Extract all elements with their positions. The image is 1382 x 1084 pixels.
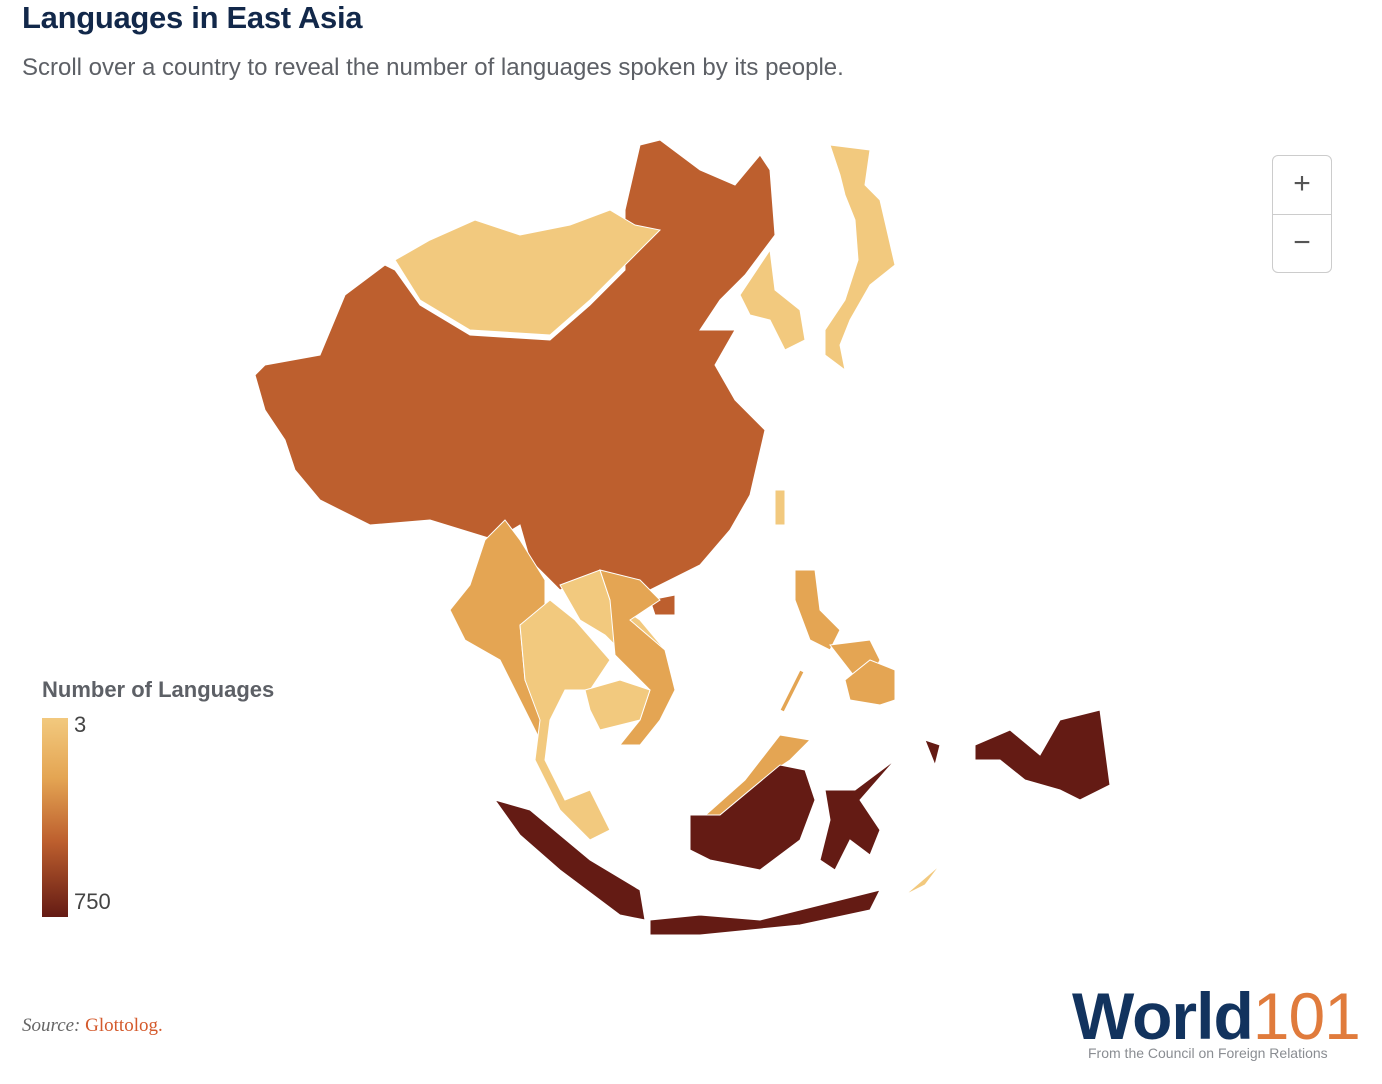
china[interactable] bbox=[254, 139, 776, 591]
mongolia[interactable] bbox=[394, 209, 662, 336]
logo-tagline: From the Council on Foreign Relations bbox=[1088, 1045, 1328, 1061]
zoom-in[interactable]: + bbox=[1293, 167, 1311, 200]
cambodia[interactable] bbox=[584, 679, 651, 731]
subtitle: Scroll over a country to reveal the numb… bbox=[22, 54, 844, 81]
indonesia[interactable] bbox=[924, 739, 941, 767]
indonesia[interactable] bbox=[974, 709, 1111, 801]
philippines[interactable] bbox=[779, 669, 805, 713]
title: Languages in East Asia bbox=[22, 0, 363, 35]
logo-word: World bbox=[1072, 979, 1254, 1053]
vietnam[interactable] bbox=[599, 569, 676, 746]
indonesia[interactable] bbox=[493, 799, 646, 921]
philippines[interactable] bbox=[844, 659, 896, 706]
indonesia[interactable] bbox=[689, 764, 816, 871]
korea[interactable] bbox=[739, 248, 806, 351]
source-link[interactable]: Glottolog. bbox=[85, 1015, 163, 1036]
source-label: Source: bbox=[22, 1015, 81, 1036]
philippines[interactable] bbox=[794, 569, 841, 651]
logo[interactable]: World101 bbox=[1072, 978, 1361, 1054]
zoom-control: + − bbox=[1272, 155, 1332, 273]
indonesia[interactable] bbox=[819, 759, 896, 871]
legend-max-label: 750 bbox=[74, 889, 111, 914]
legend-title: Number of Languages bbox=[42, 677, 275, 702]
taiwan[interactable] bbox=[774, 489, 786, 526]
indonesia[interactable] bbox=[649, 889, 881, 936]
japan[interactable] bbox=[824, 144, 896, 372]
logo-number: 101 bbox=[1252, 979, 1361, 1053]
source: Source: Glottolog. bbox=[22, 1015, 163, 1037]
timor-leste[interactable] bbox=[904, 864, 941, 896]
legend-min-label: 3 bbox=[74, 712, 87, 737]
legend-gradient bbox=[42, 718, 68, 917]
zoom-out[interactable]: − bbox=[1273, 214, 1331, 273]
thailand[interactable] bbox=[519, 599, 611, 841]
